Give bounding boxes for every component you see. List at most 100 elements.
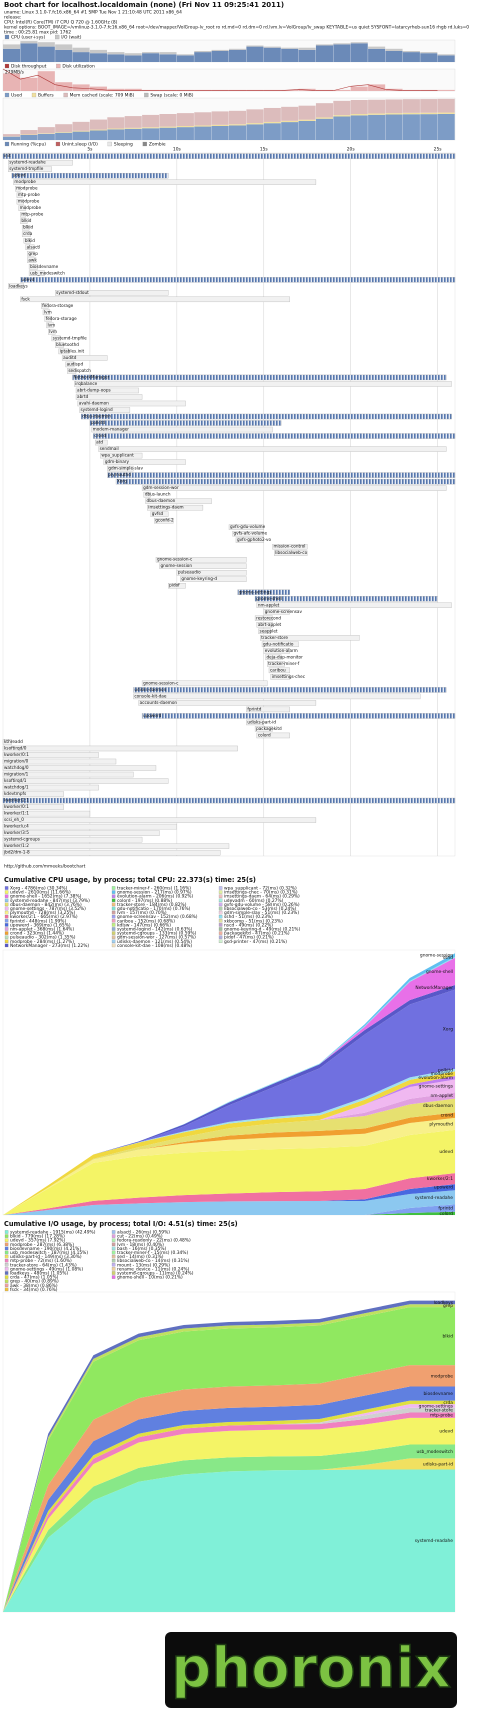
legend-label: Buffers xyxy=(38,93,54,99)
bar xyxy=(402,112,420,115)
process-bar xyxy=(180,576,247,582)
legend-swatch xyxy=(218,886,223,890)
bar xyxy=(263,121,281,124)
legend-swatch xyxy=(4,1275,9,1279)
process-bar xyxy=(11,172,169,179)
bar xyxy=(55,132,73,140)
process-label: polkitd xyxy=(91,420,106,425)
process-bar xyxy=(2,810,91,817)
bar xyxy=(263,47,281,62)
process-bar xyxy=(176,570,247,576)
bar xyxy=(298,49,316,62)
process-bar xyxy=(2,758,117,765)
band-label: gnome-shell xyxy=(426,969,453,975)
legend-swatch xyxy=(4,902,9,907)
process-label: systemd-cgroups xyxy=(4,837,40,842)
bar xyxy=(211,111,229,125)
bar xyxy=(315,103,334,118)
legend-label: gnome-settings - 787(ms) (3.52%) xyxy=(10,906,86,912)
bar xyxy=(246,109,264,124)
legend-swatch xyxy=(111,1254,116,1259)
legend-label: fsck - 34(ms) (0.76%) xyxy=(10,1287,58,1293)
process-label: kworker/2:1 xyxy=(4,798,29,803)
process-label: awk xyxy=(28,257,37,262)
process-label: gvfs-gphoto2-vo xyxy=(237,537,272,542)
footer-url: http://github.com/mmeeks/bootchart xyxy=(4,864,86,870)
process-label: udisks-part-id xyxy=(247,719,276,724)
legend-swatch xyxy=(218,923,223,927)
process-label: lvm xyxy=(47,322,55,327)
process-label: modprobe xyxy=(18,199,40,204)
area-band xyxy=(3,1068,455,1215)
process-bar xyxy=(61,355,108,361)
process-bar xyxy=(79,407,131,413)
process-bar xyxy=(256,602,452,608)
process-label: kworker/1:1 xyxy=(4,811,29,816)
process-label: gdu-notificatio xyxy=(263,641,294,646)
process-label: scsi_eh_0 xyxy=(4,817,24,822)
process-bar xyxy=(2,752,99,758)
process-label: plymouthd xyxy=(108,472,131,477)
bar xyxy=(385,113,403,115)
legend-label: systemd-logind - 142(ms) (0.63%) xyxy=(117,927,193,933)
process-bar xyxy=(2,804,64,810)
x-tick-label: 25s xyxy=(434,147,443,153)
legend-label: systemd-cgroups - 133(ms) (0.59%) xyxy=(117,931,197,937)
bar xyxy=(107,117,125,129)
legend-swatch xyxy=(111,898,116,903)
process-bar xyxy=(147,504,204,511)
bar xyxy=(176,127,194,140)
bar xyxy=(37,42,55,47)
process-label: migration/0 xyxy=(4,758,29,763)
bar xyxy=(333,116,351,140)
legend-label: plymouthd - 728(ms) (3.25%) xyxy=(10,910,75,916)
bar xyxy=(420,112,438,115)
legend-label: gnome-session - 217(ms) (0.97%) xyxy=(117,890,192,896)
header-line: CPU: Intel(R) Core(TM) i7 CPU Q 720 @ 1.… xyxy=(4,20,118,26)
process-label: console-kit-dae xyxy=(134,693,166,698)
bar xyxy=(368,113,386,115)
bar xyxy=(37,71,55,91)
legend-swatch xyxy=(111,919,116,923)
header-line: release: xyxy=(4,15,22,21)
legend-swatch xyxy=(31,92,37,98)
bar xyxy=(194,52,212,62)
legend-swatch xyxy=(111,902,116,907)
legend-label: libsocialweb-co - 14(ms) (0.31%) xyxy=(117,1258,190,1264)
legend-label: Sleeping xyxy=(114,142,133,148)
area-band xyxy=(3,953,455,1215)
process-bar xyxy=(260,635,360,641)
bar xyxy=(194,51,212,53)
bar xyxy=(402,114,420,140)
process-bar xyxy=(145,498,212,504)
legend-swatch xyxy=(4,1242,9,1246)
process-label: restorecond xyxy=(256,615,281,620)
x-tick-label: 20s xyxy=(347,147,356,153)
bar xyxy=(350,43,368,62)
legend-swatch xyxy=(4,1230,9,1234)
process-label: kworker/0:1 xyxy=(4,804,29,809)
band-label: NetworkManager xyxy=(415,985,453,991)
bar xyxy=(402,52,420,62)
legend-swatch xyxy=(111,1230,116,1234)
process-bar xyxy=(2,771,134,778)
process-label: loadkeys xyxy=(9,283,27,288)
bar xyxy=(72,47,90,53)
process-label: gdm-binary xyxy=(105,459,130,464)
bar xyxy=(402,51,420,53)
band-label: udevd xyxy=(439,1429,453,1435)
process-bar xyxy=(46,322,54,329)
process-bar xyxy=(232,530,264,537)
bar xyxy=(89,53,108,62)
legend-label: gsd-printer - 47(ms) (0.21%) xyxy=(224,939,287,945)
process-bar xyxy=(67,368,77,374)
process-bar xyxy=(2,797,456,804)
band-label: plymouthd xyxy=(429,1121,453,1127)
area-band xyxy=(3,1386,455,1612)
process-label: bluetoothd xyxy=(56,342,79,347)
bar xyxy=(350,86,368,91)
legend-swatch xyxy=(4,931,9,935)
bar xyxy=(72,131,90,140)
legend-swatch xyxy=(111,923,116,927)
legend-swatch xyxy=(4,1271,9,1275)
